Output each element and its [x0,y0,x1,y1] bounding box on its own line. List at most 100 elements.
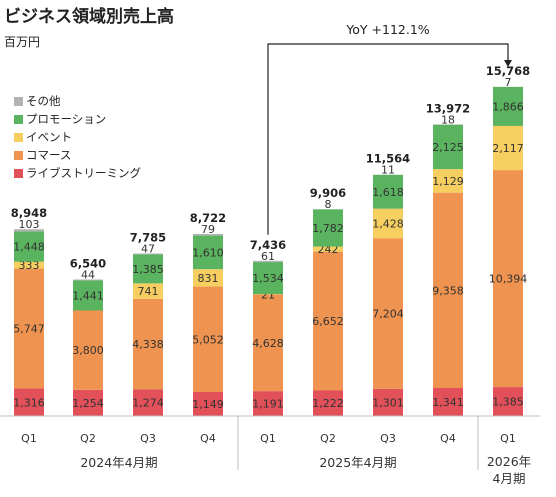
data-label-other: 44 [81,268,95,281]
data-label-promotion: 1,534 [252,272,284,285]
bar-segment-commerce [253,294,283,392]
bar-segment-promotion [73,280,103,311]
data-label-other: 47 [141,242,155,255]
data-label-commerce: 4,338 [132,338,164,351]
x-tick-label: Q3 [140,432,156,445]
data-label-commerce: 3,800 [72,344,104,357]
legend-item-livestreaming: ライブストリーミング [14,164,141,182]
legend-label-livestreaming: ライブストリーミング [26,166,141,180]
legend-label-other: その他 [26,94,61,108]
legend-label-event: イベント [26,130,72,144]
bar-segment-commerce [493,170,523,388]
legend-item-other: その他 [14,92,141,110]
data-label-commerce: 4,628 [252,337,284,350]
legend-label-commerce: コマース [26,148,72,162]
legend-swatch-commerce [14,150,23,160]
data-label-livestreaming: 1,301 [372,396,404,409]
bar-segment-event [373,208,403,239]
group-label: 2024年4月期 [80,455,157,470]
total-label: 7,785 [130,230,166,244]
bar-segment-livestreaming [493,387,523,416]
data-label-other: 103 [19,218,40,231]
bar-segment-livestreaming [433,388,463,416]
bar-segment-event [14,261,44,269]
bar-segment-other [193,233,223,236]
yoy-annotation: YoY +112.1% [345,22,429,37]
legend-item-promotion: プロモーション [14,110,141,128]
data-label-other: 61 [261,250,275,263]
legend-item-commerce: コマース [14,146,141,164]
bar-segment-event [193,269,223,287]
bar-segment-livestreaming [73,389,103,416]
bar-segment-event [133,283,163,299]
x-tick-label: Q2 [80,432,96,445]
data-label-promotion: 1,866 [492,100,524,113]
legend-swatch-promotion [14,114,23,124]
x-tick-label: Q3 [380,432,396,445]
data-label-event: 2,117 [492,142,524,155]
data-label-commerce: 5,052 [192,333,224,346]
legend-label-promotion: プロモーション [26,112,107,126]
data-label-promotion: 1,610 [192,246,224,259]
data-label-other: 7 [505,76,512,89]
yoy-bracket [267,43,509,235]
legend-swatch-other [14,96,23,106]
x-tick-label: Q2 [320,432,336,445]
bar-segment-promotion [493,86,523,126]
chart-title: ビジネス領域別売上高 [4,7,174,27]
bar-segment-commerce [73,310,103,390]
legend-swatch-livestreaming [14,168,23,178]
bar-segment-other [253,260,283,263]
group-label: 2026年 [487,454,531,469]
bar-segment-promotion [193,235,223,270]
bar-segment-commerce [373,238,403,389]
bar-segment-livestreaming [373,388,403,416]
data-label-other: 18 [441,113,455,126]
legend: その他 プロモーション イベント コマース ライブストリーミング [14,92,141,182]
legend-item-event: イベント [14,128,141,146]
bar-segment-promotion [373,174,403,209]
total-label: 9,906 [310,186,346,200]
data-label-event: 1,129 [432,175,464,188]
bar-segment-livestreaming [253,391,283,416]
bar-segment-livestreaming [313,390,343,416]
bar-segment-livestreaming [133,389,163,416]
data-label-commerce: 5,747 [13,323,45,336]
data-label-promotion: 1,448 [13,240,45,253]
group-label: 4月期 [493,471,526,486]
data-label-promotion: 1,441 [72,289,104,302]
data-label-livestreaming: 1,341 [432,396,464,409]
data-label-event: 333 [19,259,40,272]
bar-segment-other [14,229,44,232]
bar-segment-commerce [133,298,163,390]
unit-label: 百万円 [4,35,41,49]
data-label-event: 741 [138,285,159,298]
bar-segment-commerce [14,268,44,389]
bar-segment-promotion [313,209,343,247]
x-tick-label: Q4 [200,432,216,445]
yoy-arrowhead [504,60,512,67]
data-label-promotion: 1,782 [312,222,344,235]
bar-segment-promotion [433,124,463,170]
total-label: 13,972 [426,101,470,115]
x-tick-label: Q1 [21,432,37,445]
bar-segment-commerce [433,192,463,389]
data-label-other: 11 [381,164,395,177]
bar-segment-livestreaming [193,392,223,416]
total-label: 7,436 [250,238,286,252]
data-label-event: 1,428 [372,218,404,231]
data-label-livestreaming: 1,222 [312,397,344,410]
data-label-other: 8 [325,198,332,211]
data-label-livestreaming: 1,191 [252,398,284,411]
bar-segment-promotion [133,254,163,284]
bar-segment-event [433,169,463,193]
total-label: 11,564 [366,152,410,166]
legend-swatch-event [14,132,23,142]
data-label-promotion: 1,385 [132,263,164,276]
bar-segment-commerce [313,251,343,391]
data-label-livestreaming: 1,316 [13,396,45,409]
total-label: 15,768 [486,64,530,78]
data-label-livestreaming: 1,254 [72,397,104,410]
group-label: 2025年4月期 [319,455,396,470]
